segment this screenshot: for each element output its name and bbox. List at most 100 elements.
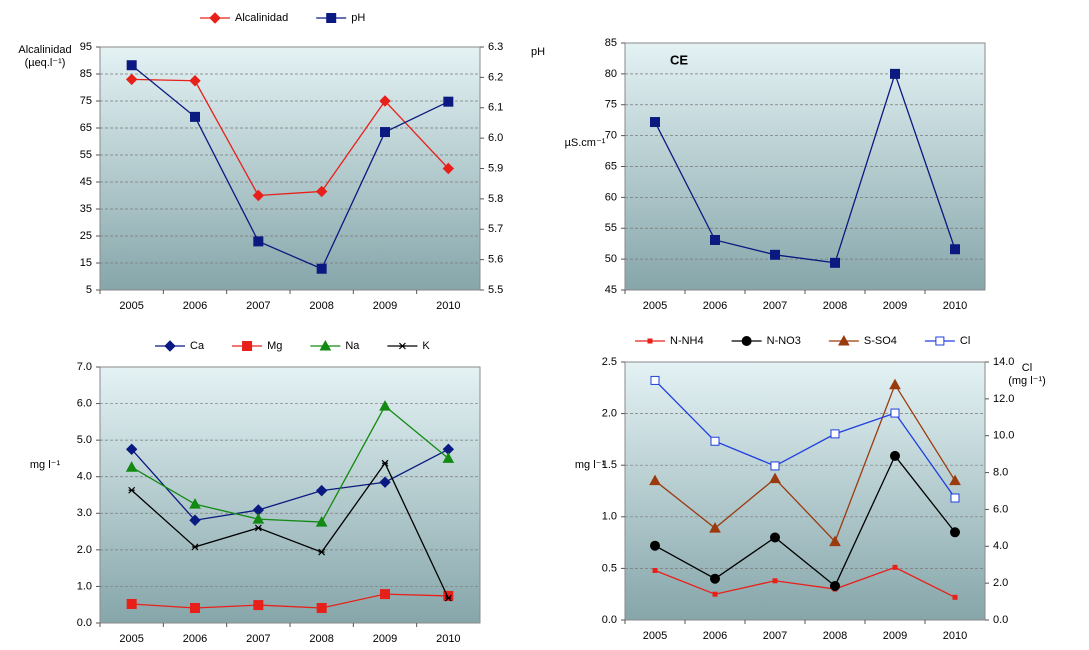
marker — [952, 594, 958, 600]
marker — [950, 493, 960, 503]
legend-label: N-NH4 — [670, 335, 704, 347]
x-tick-label: 2008 — [823, 300, 847, 312]
marker — [770, 461, 780, 471]
y-tick-label: 3.0 — [77, 507, 92, 519]
x-tick-label: 2006 — [183, 300, 207, 312]
marker — [838, 334, 850, 346]
marker — [380, 127, 390, 138]
y-tick-label: 6.0 — [77, 397, 92, 409]
y-tick-label: 25 — [80, 230, 92, 242]
marker — [830, 257, 840, 268]
x-tick-label: 2007 — [763, 630, 787, 642]
y-tick-label: 2.0 — [77, 544, 92, 556]
y-tick-label: 4.0 — [77, 471, 92, 483]
legend-label: Ca — [190, 340, 205, 352]
marker — [647, 338, 653, 344]
marker — [443, 96, 454, 107]
marker — [712, 591, 718, 597]
marker — [316, 263, 327, 274]
marker — [649, 474, 661, 486]
x-tick-label: 2009 — [883, 630, 907, 642]
marker — [650, 117, 660, 128]
marker — [949, 474, 961, 486]
marker — [326, 13, 337, 23]
marker — [769, 472, 781, 484]
y-tick-label: 0.5 — [602, 562, 617, 574]
y-axis-label: µS.cm⁻¹ — [565, 137, 606, 149]
y-tick-label: 1.0 — [602, 511, 617, 523]
plot-area — [99, 366, 481, 624]
marker — [710, 573, 720, 584]
marker — [741, 336, 752, 346]
x-tick-label: 2009 — [883, 300, 907, 312]
y-tick-label: 2.0 — [602, 408, 617, 420]
y-tick-label: 75 — [605, 99, 617, 111]
series-line — [131, 405, 449, 523]
legend-label: Cl — [960, 335, 970, 347]
marker — [191, 543, 199, 551]
y-tick-label: 1.0 — [77, 580, 92, 592]
series-line — [131, 461, 449, 599]
marker — [442, 162, 455, 175]
y2-axis-label: pH — [531, 46, 545, 58]
marker — [316, 603, 327, 614]
plot-area — [624, 361, 986, 621]
marker — [442, 452, 455, 463]
y-tick-label: 85 — [80, 68, 92, 80]
y-tick-label: 55 — [80, 149, 92, 161]
y-tick-label: 65 — [80, 122, 92, 134]
marker — [315, 484, 328, 497]
x-tick-label: 2005 — [119, 633, 143, 645]
series-line — [654, 383, 956, 543]
x-tick-label: 2005 — [643, 630, 667, 642]
legend-label: Alcalinidad — [235, 12, 288, 24]
marker — [890, 408, 900, 418]
y-tick-label: 2.5 — [602, 356, 617, 368]
legend-label: Mg — [267, 340, 282, 352]
legend-label: S-SO4 — [864, 335, 897, 347]
x-tick-label: 2005 — [643, 300, 667, 312]
chart-title: CE — [670, 52, 688, 67]
marker — [164, 340, 176, 352]
marker — [319, 339, 332, 351]
marker — [189, 498, 201, 509]
y-tick-label: 1.5 — [602, 459, 617, 471]
marker — [398, 342, 406, 350]
marker — [770, 532, 780, 543]
y2-tick-label: 2.0 — [993, 577, 1008, 589]
marker — [125, 443, 138, 455]
marker — [315, 185, 328, 198]
marker — [443, 590, 454, 601]
x-tick-label: 2010 — [436, 633, 460, 645]
y-tick-label: 60 — [605, 191, 617, 203]
x-tick-label: 2008 — [823, 630, 847, 642]
y2-tick-label: 6.0 — [993, 503, 1008, 515]
x-tick-label: 2007 — [246, 300, 270, 312]
x-tick-label: 2007 — [246, 633, 270, 645]
y-tick-label: 0.0 — [77, 617, 92, 629]
y-axis-label: (µeq.l⁻¹) — [25, 57, 66, 69]
marker — [890, 450, 900, 461]
y2-tick-label: 6.2 — [488, 71, 503, 83]
marker — [379, 400, 391, 411]
marker — [128, 486, 136, 494]
y2-tick-label: 5.8 — [488, 193, 503, 205]
marker — [126, 60, 137, 71]
marker — [190, 111, 200, 122]
legend-label: N-NO3 — [767, 335, 801, 347]
marker — [830, 580, 840, 591]
y-tick-label: 7.0 — [77, 361, 92, 373]
x-tick-label: 2009 — [373, 300, 397, 312]
x-tick-label: 2010 — [436, 300, 460, 312]
x-tick-label: 2008 — [309, 300, 333, 312]
x-tick-label: 2008 — [309, 633, 333, 645]
y2-axis-label: (mg l⁻¹) — [1008, 375, 1046, 387]
marker — [892, 564, 898, 570]
y2-tick-label: 8.0 — [993, 466, 1008, 478]
marker — [710, 234, 720, 245]
y-axis-label: mg l⁻¹ — [30, 459, 61, 471]
marker — [379, 95, 391, 107]
y-tick-label: 85 — [605, 37, 617, 49]
